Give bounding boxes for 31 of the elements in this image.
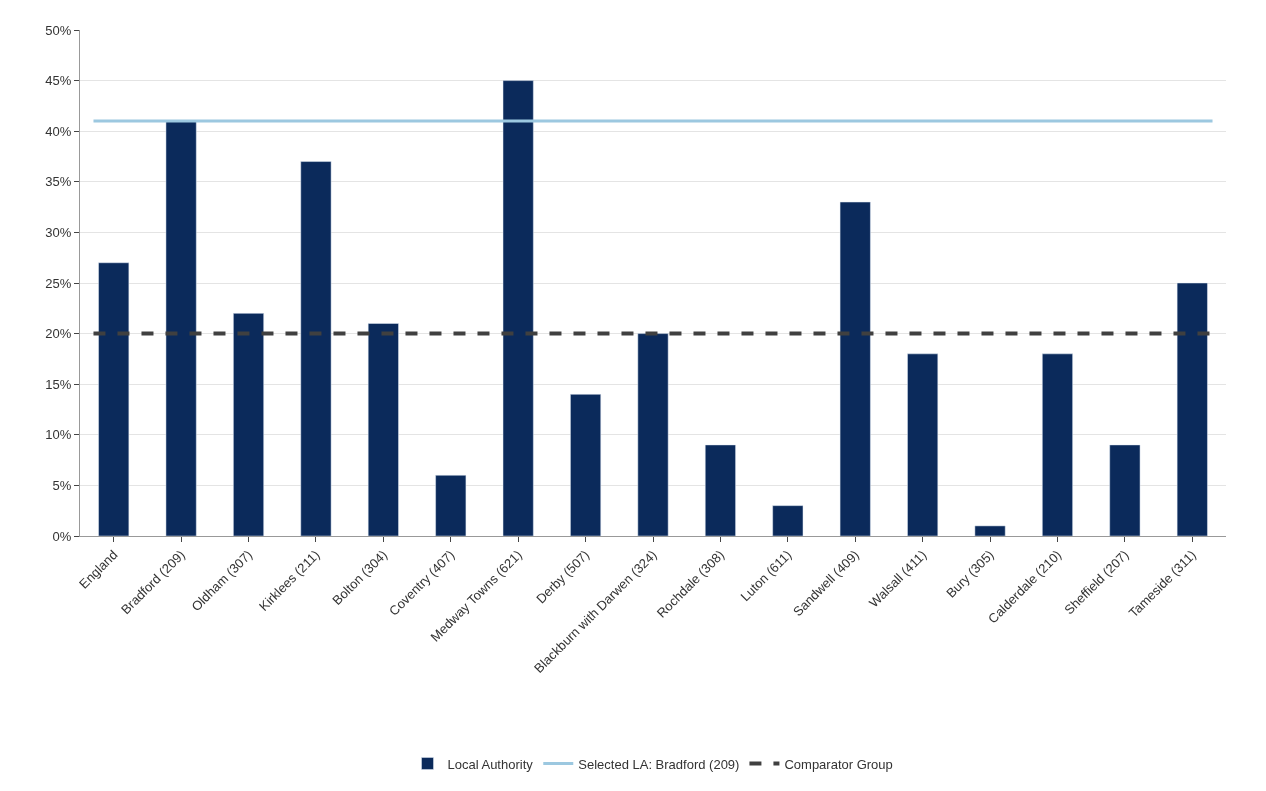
bar <box>98 262 130 536</box>
bar <box>637 333 669 536</box>
bar <box>974 525 1006 536</box>
y-tick-label: 25% <box>45 275 72 291</box>
y-tick-label: 40% <box>45 123 72 139</box>
y-tick-label: 15% <box>45 376 72 392</box>
bar <box>570 394 602 536</box>
bar <box>165 120 197 536</box>
bar <box>1109 444 1141 536</box>
bar <box>367 323 399 536</box>
bar <box>704 444 736 536</box>
y-tick-label: 30% <box>45 224 72 240</box>
y-tick-label: 5% <box>52 477 72 493</box>
legend-label: Selected LA: Bradford (209) <box>578 756 740 772</box>
bar <box>772 505 804 536</box>
legend-label: Local Authority <box>447 756 534 772</box>
y-tick-label: 45% <box>45 73 72 89</box>
bar <box>502 80 534 536</box>
bar <box>907 353 939 536</box>
bar <box>1176 282 1208 536</box>
y-tick-label: 20% <box>45 326 72 342</box>
bar <box>233 313 264 536</box>
y-tick-label: 50% <box>45 22 72 38</box>
y-tick-label: 10% <box>45 427 72 443</box>
legend-label: Comparator Group <box>784 756 893 772</box>
bar <box>1042 353 1073 536</box>
bar <box>839 201 871 536</box>
bar <box>435 475 467 536</box>
y-tick-label: 0% <box>52 528 72 544</box>
y-tick-label: 35% <box>45 174 72 190</box>
bar <box>300 161 332 536</box>
